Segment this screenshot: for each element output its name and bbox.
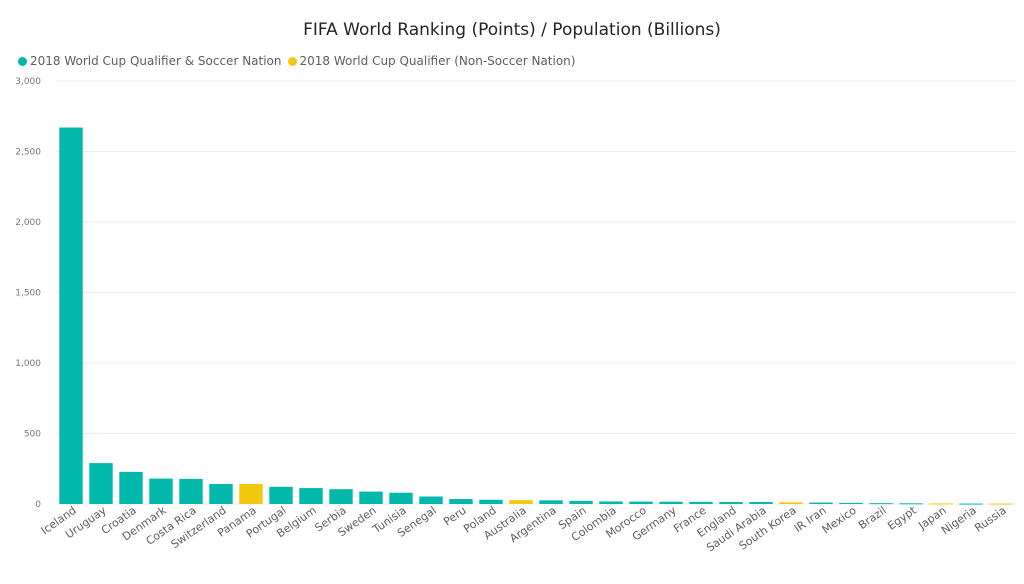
legend-marker-nonsoccer: [287, 56, 297, 66]
bar-portugal[interactable]: [269, 486, 293, 504]
bar-tunisia[interactable]: [389, 492, 413, 504]
chart-title: FIFA World Ranking (Points) / Population…: [303, 20, 721, 40]
bar-serbia[interactable]: [329, 489, 353, 504]
legend: 2018 World Cup Qualifier & Soccer Nation…: [18, 54, 581, 68]
x-tick-label: Brazil: [856, 504, 889, 532]
y-tick-label: 3,000: [15, 77, 41, 87]
y-axis: 0 500 1,000 1,500 2,000 2,500 3,000: [15, 77, 41, 510]
bar-iceland[interactable]: [59, 127, 83, 504]
bar-egypt[interactable]: [899, 503, 923, 505]
x-tick-label: Egypt: [885, 503, 919, 532]
legend-marker-soccer: [18, 56, 27, 66]
bar-uruguay[interactable]: [89, 463, 113, 504]
y-tick-label: 1,500: [15, 289, 41, 299]
bar-spain[interactable]: [569, 500, 593, 504]
bar-mexico[interactable]: [839, 502, 863, 504]
bar-poland[interactable]: [479, 499, 503, 504]
bar-morocco[interactable]: [629, 501, 653, 504]
y-tick-label: 2,000: [15, 218, 41, 228]
bar-russia[interactable]: [989, 503, 1013, 505]
gridlines: [56, 80, 1016, 505]
bar-brazil[interactable]: [869, 503, 893, 505]
bar-south-korea[interactable]: [779, 502, 803, 504]
legend-item-soccer[interactable]: 2018 World Cup Qualifier & Soccer Nation: [18, 54, 282, 68]
bar-germany[interactable]: [659, 501, 683, 504]
bar-croatia[interactable]: [119, 471, 143, 504]
bars: [59, 127, 1013, 505]
legend-item-nonsoccer[interactable]: 2018 World Cup Qualifier (Non-Soccer Nat…: [287, 54, 576, 68]
x-tick-label: Nigeria: [939, 504, 979, 537]
y-tick-label: 2,500: [15, 148, 41, 158]
bar-colombia[interactable]: [599, 501, 623, 504]
legend-label-nonsoccer: 2018 World Cup Qualifier (Non-Soccer Nat…: [299, 54, 576, 68]
bar-saudi-arabia[interactable]: [749, 502, 773, 504]
bar-australia[interactable]: [509, 500, 533, 504]
bar-belgium[interactable]: [299, 488, 323, 504]
y-tick-label: 500: [24, 430, 41, 440]
y-tick-label: 0: [35, 500, 41, 510]
x-tick-label: Mexico: [820, 504, 859, 537]
bar-france[interactable]: [689, 501, 713, 504]
bar-sweden[interactable]: [359, 491, 383, 504]
bar-costa-rica[interactable]: [179, 478, 203, 504]
bar-senegal[interactable]: [419, 496, 443, 504]
bar-denmark[interactable]: [149, 478, 173, 504]
bar-england[interactable]: [719, 502, 743, 504]
bar-nigeria[interactable]: [959, 503, 983, 505]
bar-panama[interactable]: [239, 483, 263, 504]
bar-switzerland[interactable]: [209, 483, 233, 504]
bar-ir-iran[interactable]: [809, 502, 833, 504]
bar-argentina[interactable]: [539, 500, 563, 504]
bar-japan[interactable]: [929, 503, 953, 505]
bar-peru[interactable]: [449, 499, 473, 504]
x-tick-label: Russia: [972, 504, 1008, 535]
legend-label-soccer: 2018 World Cup Qualifier & Soccer Nation: [30, 54, 282, 68]
y-tick-label: 1,000: [15, 359, 41, 369]
